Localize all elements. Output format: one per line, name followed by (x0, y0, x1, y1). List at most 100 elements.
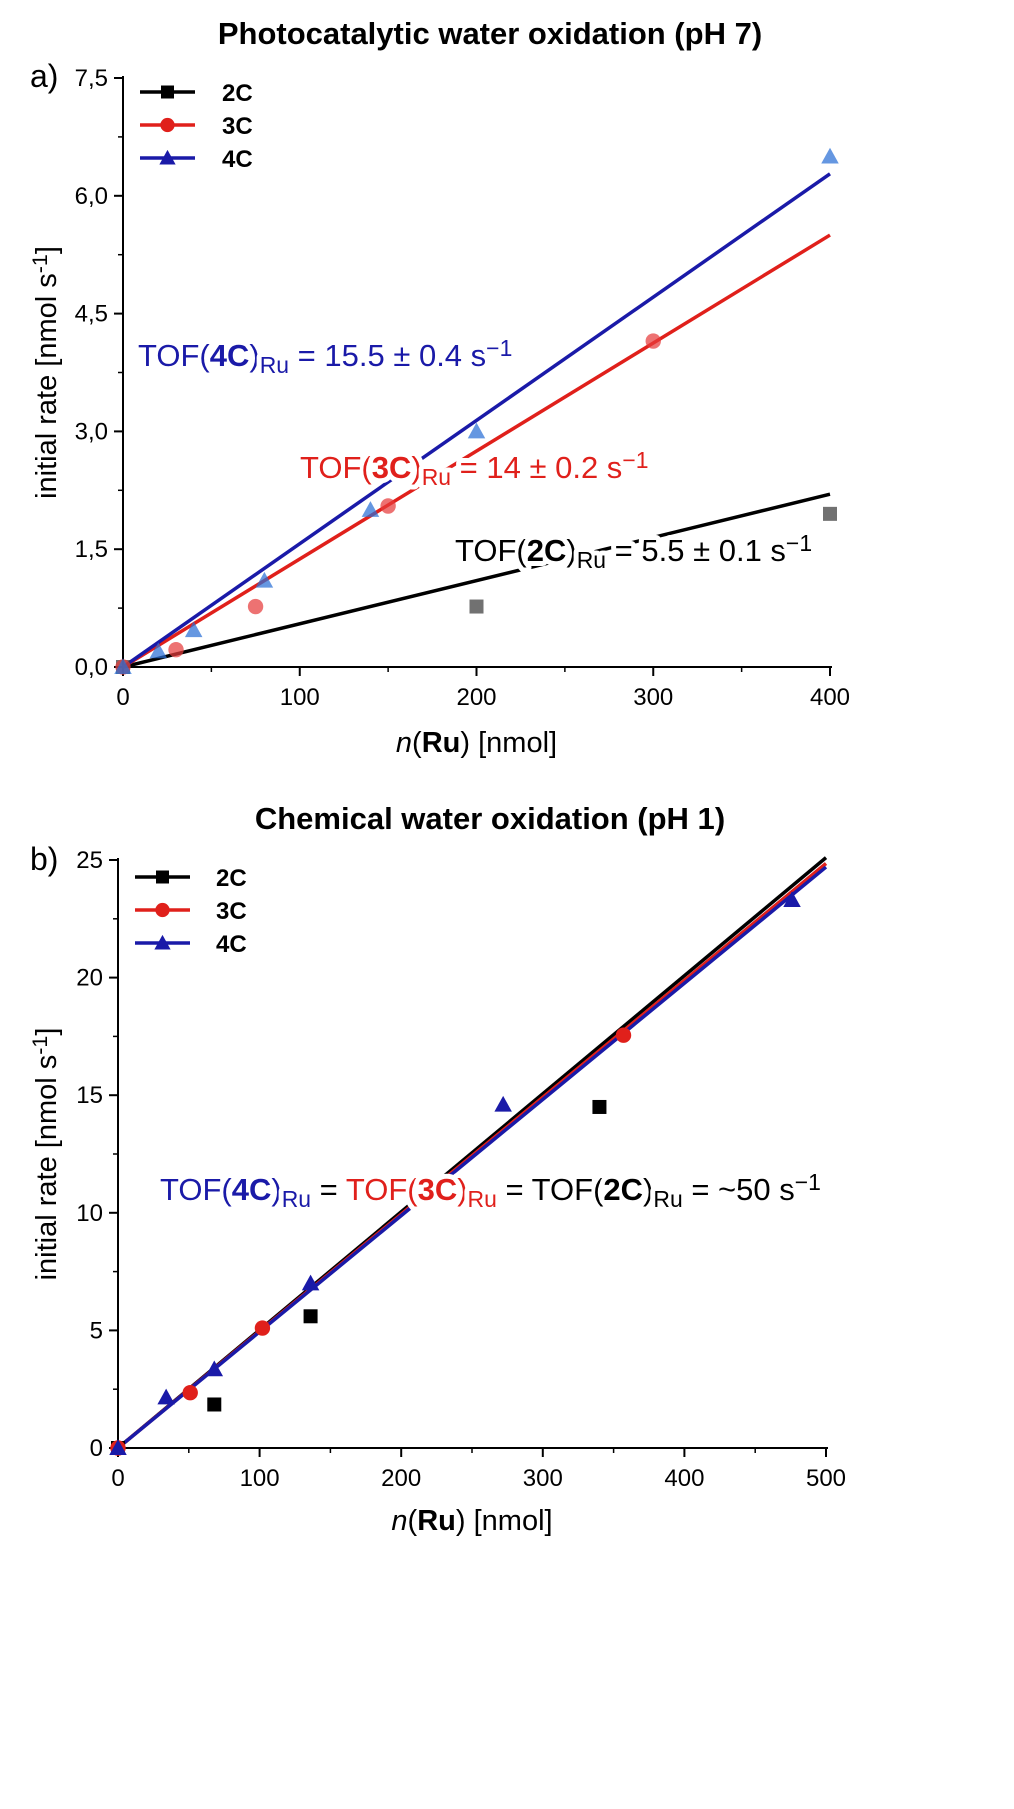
x-axis-label: n(Ru) [nmol] (396, 727, 557, 759)
y-tick-label: 3,0 (75, 418, 108, 445)
panel-label: b) (30, 841, 58, 877)
text-run: ) (752, 16, 762, 51)
text-run: n (396, 727, 412, 759)
data-point-2C (823, 506, 837, 521)
y-tick-label: 15 (76, 1082, 103, 1109)
text-run: −1 (795, 1169, 821, 1195)
chart-title: Chemical water oxidation (pH 1) (255, 801, 725, 836)
text-run: n (391, 1505, 407, 1537)
data-point-2C (207, 1397, 222, 1412)
text-run: Ru (653, 1186, 682, 1212)
tof-annotation: TOF(2C)Ru = 5.5 ± 0.1 s−1 (455, 530, 812, 573)
data-point-3C (380, 498, 396, 514)
text-run: ) (271, 1172, 281, 1207)
legend-marker (156, 870, 169, 884)
y-tick-label: 0,0 (75, 654, 108, 681)
x-tick-label: 0 (111, 1465, 124, 1492)
data-point-4C (301, 1274, 320, 1291)
chart-title: Photocatalytic water oxidation (pH 7) (218, 16, 762, 51)
data-point-3C (168, 642, 184, 658)
text-run: ) (411, 450, 421, 485)
legend-label: 4C (216, 931, 247, 958)
y-axis-label: initial rate [nmol s-1] (28, 1028, 63, 1281)
y-tick-label: 5 (90, 1317, 103, 1344)
text-run: −1 (622, 447, 648, 473)
text-run: ] (31, 246, 63, 254)
y-tick-label: 7,5 (75, 65, 108, 92)
data-point-4C (205, 1360, 224, 1377)
text-run: 4C (210, 338, 250, 373)
x-tick-label: 500 (806, 1465, 846, 1492)
series-2C (116, 506, 837, 674)
legend-item-3C: 3C (135, 898, 247, 925)
data-point-3C (615, 1027, 632, 1043)
data-point-2C (303, 1309, 318, 1324)
panel-label: a) (30, 58, 58, 94)
tof-annotation: TOF(4C)Ru = TOF(3C)Ru = TOF(2C)Ru = ~50 … (160, 1169, 821, 1212)
text-run: Chemical water oxidation ( (255, 801, 648, 836)
text-run: ) (249, 338, 259, 373)
text-run: TOF( (300, 450, 372, 485)
text-run: pH 1 (648, 801, 715, 836)
text-run: ) (715, 801, 725, 836)
tof-annotation: TOF(3C)Ru = 14 ± 0.2 s−1 (300, 447, 648, 490)
text-run: initial rate [nmol s (31, 1055, 63, 1281)
legend-marker (154, 934, 171, 950)
legend-label: 3C (216, 898, 247, 925)
y-tick-label: 4,5 (75, 301, 108, 328)
text-run: 4C (232, 1172, 272, 1207)
text-run: Ru (468, 1186, 497, 1212)
fit-line-3C (122, 233, 831, 669)
data-point-2C (592, 1099, 607, 1114)
x-tick-label: 200 (456, 684, 496, 711)
text-run: 3C (372, 450, 412, 485)
text-run: TOF( (455, 533, 527, 568)
text-run: = 15.5 ± 0.4 s (289, 338, 486, 373)
text-run: = 14 ± 0.2 s (451, 450, 622, 485)
data-point-3C (645, 333, 661, 349)
legend-marker (155, 902, 170, 918)
text-run: Photocatalytic water oxidation ( (218, 16, 685, 51)
data-point-4C (114, 658, 132, 674)
text-run: = TOF( (497, 1172, 604, 1207)
legend-item-2C: 2C (135, 865, 247, 892)
tof-annotation: TOF(4C)Ru = 15.5 ± 0.4 s−1 (138, 335, 512, 378)
x-tick-label: 300 (633, 684, 673, 711)
data-point-4C (467, 422, 486, 439)
y-tick-label: 10 (76, 1200, 103, 1227)
text-run: −1 (486, 335, 512, 361)
text-run: ) [nmol] (456, 1505, 553, 1537)
text-run: 2C (527, 533, 567, 568)
legend-label: 3C (222, 113, 253, 140)
legend-label: 2C (216, 865, 247, 892)
data-point-3C (254, 1320, 271, 1336)
text-run: Ru (577, 547, 606, 573)
text-run: -1 (28, 1036, 52, 1055)
series-2C (111, 1099, 607, 1455)
x-tick-label: 200 (381, 1465, 421, 1492)
fit-line-4C (116, 865, 828, 1450)
data-point-3C (182, 1385, 198, 1401)
data-point-4C (149, 642, 168, 659)
text-run: TOF( (160, 1172, 232, 1207)
text-run: = 5.5 ± 0.1 s (606, 533, 786, 568)
legend-marker (160, 117, 175, 133)
x-axis-label: n(Ru) [nmol] (391, 1505, 552, 1537)
text-run: ) (643, 1172, 653, 1207)
legend-marker (159, 149, 176, 165)
text-run: Ru (417, 1505, 456, 1537)
fit-line-4C (121, 172, 832, 669)
y-tick-label: 25 (76, 847, 103, 874)
chart-panel-b: Chemical water oxidation (pH 1)b)0 100 200… (28, 801, 846, 1537)
text-run: Ru (260, 352, 289, 378)
text-run: ) (566, 533, 576, 568)
data-point-3C (247, 598, 264, 615)
x-tick-label: 400 (810, 684, 850, 711)
data-point-4C (821, 147, 839, 164)
text-run: ( (412, 727, 422, 759)
y-tick-label: 1,5 (75, 536, 108, 563)
y-tick-label: 6,0 (75, 183, 108, 210)
x-tick-label: 300 (523, 1465, 563, 1492)
data-point-4C (255, 571, 274, 588)
legend-item-4C: 4C (135, 931, 247, 958)
